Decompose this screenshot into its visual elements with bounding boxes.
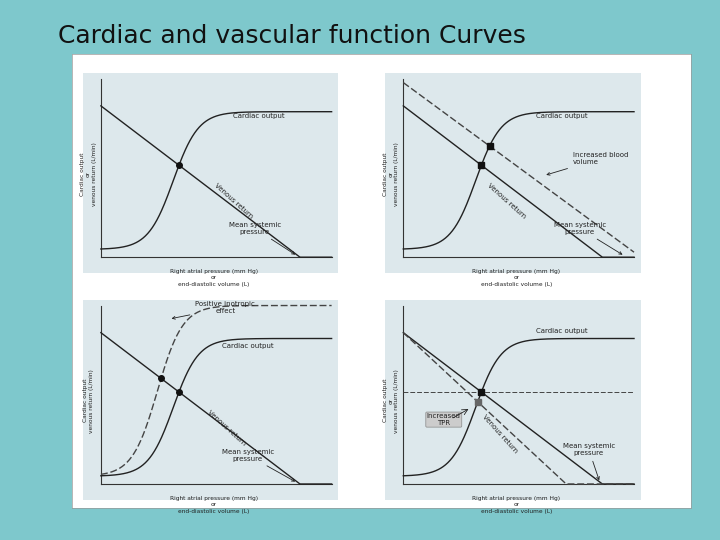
Text: Mean systemic
pressure: Mean systemic pressure <box>222 449 294 481</box>
Text: Increased
TPR: Increased TPR <box>427 413 461 426</box>
Text: Cardiac output
or
venous return (L/min): Cardiac output or venous return (L/min) <box>382 369 399 433</box>
Text: Mean systemic
pressure: Mean systemic pressure <box>228 222 294 254</box>
Text: Cardiac output
venous return (L/min): Cardiac output venous return (L/min) <box>83 369 94 433</box>
Text: Venous return: Venous return <box>213 183 253 220</box>
Text: Right atrial pressure (mm Hg)
or
end-diastolic volume (L): Right atrial pressure (mm Hg) or end-dia… <box>170 496 258 514</box>
Text: Venous return: Venous return <box>486 183 527 220</box>
Text: Right atrial pressure (mm Hg)
or
end-diastolic volume (L): Right atrial pressure (mm Hg) or end-dia… <box>170 269 258 287</box>
Text: Cardiac output
or
venous return (L/min): Cardiac output or venous return (L/min) <box>80 142 96 206</box>
Text: Right atrial pressure (mm Hg)
or
end-diastolic volume (L): Right atrial pressure (mm Hg) or end-dia… <box>472 269 560 287</box>
Text: Positive inotropic
effect: Positive inotropic effect <box>172 301 256 319</box>
Text: Cardiac output: Cardiac output <box>222 343 274 349</box>
Text: Cardiac and vascular function Curves: Cardiac and vascular function Curves <box>58 24 526 48</box>
Text: Cardiac output: Cardiac output <box>536 112 588 118</box>
Text: Venous return: Venous return <box>207 409 247 447</box>
Text: Venous return: Venous return <box>481 414 518 454</box>
Text: Cardiac output
or
venous return (L/min): Cardiac output or venous return (L/min) <box>382 142 399 206</box>
Text: Mean systemic
pressure: Mean systemic pressure <box>562 443 615 480</box>
Text: Increased blood
volume: Increased blood volume <box>547 152 629 175</box>
Text: Cardiac output: Cardiac output <box>233 112 285 118</box>
Text: Cardiac output: Cardiac output <box>536 328 588 334</box>
Text: Right atrial pressure (mm Hg)
or
end-diastolic volume (L): Right atrial pressure (mm Hg) or end-dia… <box>472 496 560 514</box>
Text: Mean systemic
pressure: Mean systemic pressure <box>554 222 622 254</box>
